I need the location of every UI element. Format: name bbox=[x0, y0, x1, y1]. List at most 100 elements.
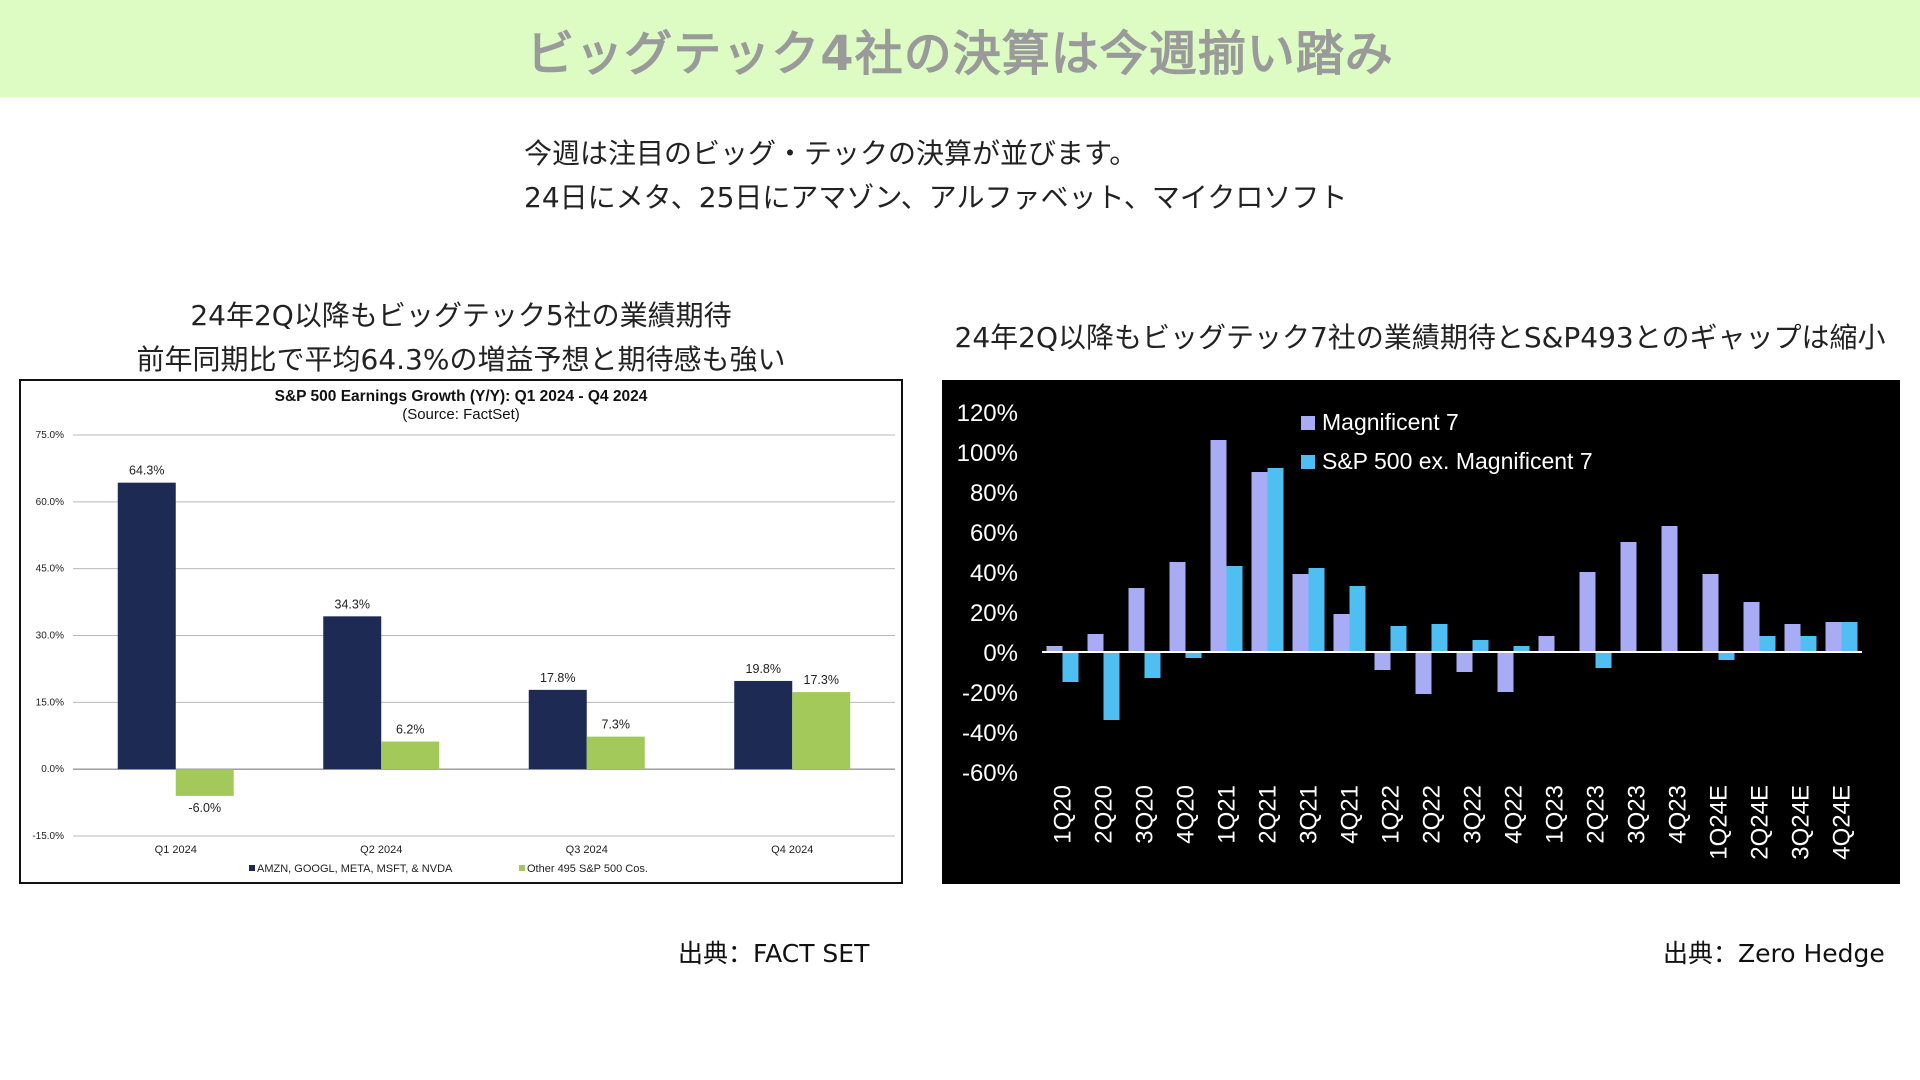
bar-other-495 bbox=[175, 769, 234, 796]
zerohedge-chart-panel: 120% 100% 80% 60% 40% 20% 0% -20% -40% -60% 1Q20 2Q… bbox=[942, 380, 1900, 884]
bar-ex-mag7 bbox=[1718, 652, 1735, 660]
x-tick-label: 1Q22 bbox=[1378, 785, 1405, 844]
chart-title: S&P 500 Earnings Growth (Y/Y): Q1 2024 -… bbox=[275, 388, 648, 405]
y-tick-label: 60.0% bbox=[36, 497, 64, 508]
x-tick-label: 2Q22 bbox=[1419, 785, 1446, 844]
y-tick-label: -60% bbox=[962, 760, 1018, 787]
page-title: ビッグテック4社の決算は今週揃い踏み bbox=[526, 25, 1394, 82]
bar-ex-mag7 bbox=[1472, 640, 1489, 652]
bar-ex-mag7 bbox=[1841, 622, 1858, 652]
y-tick-label: 120% bbox=[957, 400, 1018, 427]
right-caption-line: 24年2Q以降もビッグテック7社の業績期待とS&P493とのギャップは縮小 bbox=[954, 321, 1886, 354]
bar-ex-mag7 bbox=[1103, 652, 1120, 720]
bar-other-495 bbox=[792, 692, 851, 770]
bar-mag7 bbox=[1743, 602, 1760, 652]
bar-ex-mag7 bbox=[1800, 636, 1817, 652]
data-label: 17.8% bbox=[540, 671, 575, 685]
right-source-note: 出典：Zero Hedge bbox=[1663, 939, 1885, 968]
bar-mag7 bbox=[1292, 574, 1309, 652]
bar-big-tech bbox=[734, 680, 793, 770]
bar-mag7 bbox=[1702, 574, 1719, 652]
bar-mag7 bbox=[1579, 572, 1596, 652]
data-label: 17.3% bbox=[804, 673, 839, 687]
bar-mag7 bbox=[1661, 526, 1678, 652]
bar-ex-mag7 bbox=[1595, 652, 1612, 668]
left-caption-line-2: 前年同期比で平均64.3%の増益予想と期待感も強い bbox=[136, 343, 786, 376]
legend-swatch bbox=[249, 865, 255, 871]
title-banner: ビッグテック4社の決算は今週揃い踏み bbox=[0, 0, 1920, 97]
right-chart-caption: 24年2Q以降もビッグテック7社の業績期待とS&P493とのギャップは縮小 bbox=[920, 316, 1920, 360]
y-tick-label: 45.0% bbox=[36, 564, 64, 575]
bar-ex-mag7 bbox=[1062, 652, 1079, 682]
factset-earnings-chart: S&P 500 Earnings Growth (Y/Y): Q1 2024 -… bbox=[32, 388, 895, 875]
legend-swatch bbox=[519, 865, 525, 871]
x-tick-label: 4Q20 bbox=[1173, 785, 1200, 844]
bar-mag7 bbox=[1046, 646, 1063, 652]
bar-mag7 bbox=[1456, 652, 1473, 672]
x-tick-label: Q2 2024 bbox=[360, 844, 402, 856]
bar-mag7 bbox=[1784, 624, 1801, 652]
bar-mag7 bbox=[1128, 588, 1145, 652]
bar-big-tech bbox=[117, 482, 176, 770]
bar-mag7 bbox=[1620, 542, 1637, 652]
data-label: 64.3% bbox=[129, 464, 164, 478]
x-tick-label: Q4 2024 bbox=[771, 844, 813, 856]
y-tick-label: 100% bbox=[957, 440, 1018, 467]
bar-ex-mag7 bbox=[1144, 652, 1161, 678]
bar-mag7 bbox=[1374, 652, 1391, 670]
y-tick-label: 0.0% bbox=[41, 764, 64, 775]
x-tick-label: 3Q23 bbox=[1624, 785, 1651, 844]
x-tick-label: 1Q21 bbox=[1214, 785, 1241, 844]
bar-ex-mag7 bbox=[1513, 646, 1530, 652]
bar-other-495 bbox=[586, 736, 645, 770]
y-tick-label: 40% bbox=[970, 560, 1018, 587]
left-source-note: 出典：FACT SET bbox=[678, 939, 870, 968]
bar-mag7 bbox=[1415, 652, 1432, 694]
left-chart-caption: 24年2Q以降もビッグテック5社の業績期待 前年同期比で平均64.3%の増益予想… bbox=[19, 294, 903, 382]
data-label: 7.3% bbox=[602, 718, 631, 732]
legend-label: AMZN, GOOGL, META, MSFT, & NVDA bbox=[257, 863, 453, 875]
y-tick-label: 75.0% bbox=[36, 430, 64, 441]
bar-ex-mag7 bbox=[1390, 626, 1407, 652]
x-tick-label: 2Q23 bbox=[1583, 785, 1610, 844]
mag7-earnings-chart: 120% 100% 80% 60% 40% 20% 0% -20% -40% -60% 1Q20 2Q… bbox=[957, 400, 1862, 860]
bar-mag7 bbox=[1210, 440, 1227, 652]
bar-mag7 bbox=[1087, 634, 1104, 652]
y-tick-label: -15.0% bbox=[32, 831, 64, 842]
bar-ex-mag7 bbox=[1267, 468, 1284, 652]
x-tick-label: 1Q20 bbox=[1050, 785, 1077, 844]
legend-label: Other 495 S&P 500 Cos. bbox=[527, 863, 648, 875]
bar-mag7 bbox=[1251, 472, 1268, 652]
y-tick-label: 30.0% bbox=[36, 631, 64, 642]
legend-swatch bbox=[1301, 455, 1315, 469]
x-tick-label: 4Q21 bbox=[1337, 785, 1364, 844]
y-tick-label: 20% bbox=[970, 600, 1018, 627]
x-tick-label: 2Q21 bbox=[1255, 785, 1282, 844]
bar-mag7 bbox=[1333, 614, 1350, 652]
bar-ex-mag7 bbox=[1431, 624, 1448, 652]
x-tick-label: Q3 2024 bbox=[566, 844, 608, 856]
bar-ex-mag7 bbox=[1349, 586, 1366, 652]
bar-mag7 bbox=[1825, 622, 1842, 652]
data-label: 6.2% bbox=[396, 723, 425, 737]
y-tick-label: 80% bbox=[970, 480, 1018, 507]
x-tick-label: 4Q23 bbox=[1665, 785, 1692, 844]
bar-ex-mag7 bbox=[1185, 652, 1202, 658]
x-tick-label: 3Q22 bbox=[1460, 785, 1487, 844]
x-tick-label: 1Q23 bbox=[1542, 785, 1569, 844]
x-tick-label: 4Q22 bbox=[1501, 785, 1528, 844]
chart-subtitle: (Source: FactSet) bbox=[402, 406, 520, 423]
x-tick-label: 3Q21 bbox=[1296, 785, 1323, 844]
x-tick-label: 3Q20 bbox=[1132, 785, 1159, 844]
bar-big-tech bbox=[323, 616, 382, 770]
y-tick-label: -20% bbox=[962, 680, 1018, 707]
bar-big-tech bbox=[528, 689, 587, 770]
legend-swatch bbox=[1301, 416, 1315, 430]
bar-ex-mag7 bbox=[1308, 568, 1325, 652]
x-tick-label: 4Q24E bbox=[1829, 785, 1856, 860]
legend-label: S&P 500 ex. Magnificent 7 bbox=[1322, 448, 1593, 474]
intro-line-2: 24日にメタ、25日にアマゾン、アルファベット、マイクロソフト bbox=[524, 181, 1348, 214]
data-label: 19.8% bbox=[746, 662, 781, 676]
y-tick-label: -40% bbox=[962, 720, 1018, 747]
x-tick-label: 1Q24E bbox=[1706, 785, 1733, 860]
